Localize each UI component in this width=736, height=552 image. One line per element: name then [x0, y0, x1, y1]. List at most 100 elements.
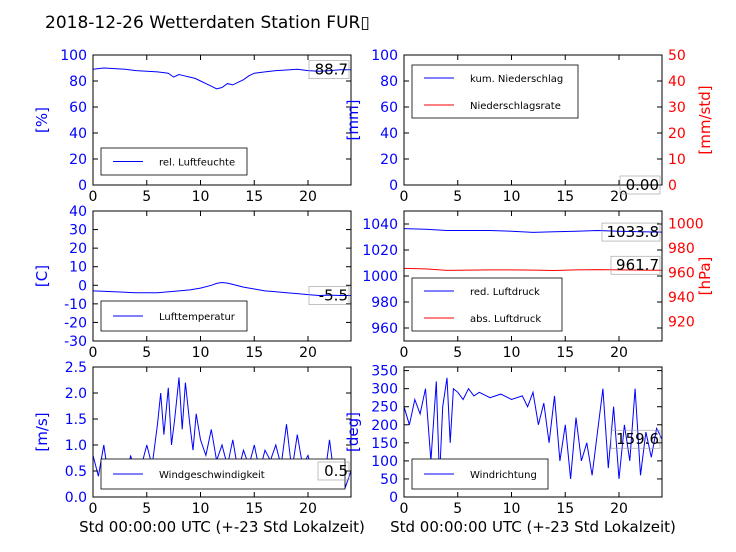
y-tick-label: 960: [371, 321, 398, 337]
x-tick-label: 5: [142, 189, 151, 205]
y-tick-label: 60: [69, 100, 87, 116]
x-tick-label: 15: [556, 501, 574, 517]
x-tick-label: 20: [299, 345, 317, 361]
x-tick-label: 0: [89, 345, 98, 361]
y-tick-label: 100: [60, 48, 87, 64]
x-tick-label: 10: [192, 189, 210, 205]
value-annotation: 88.7: [315, 61, 348, 79]
y-tick-label: 80: [380, 74, 398, 90]
y-tick-label: 20: [69, 152, 87, 168]
panel-humidity: 0 5 10 15 20 0 20 40 60 80 100 [%] rel. Luftfeuchte 8…: [33, 48, 352, 205]
y-tick-label: 980: [371, 295, 398, 311]
y-tick-label: 1.5: [65, 412, 87, 428]
y-right-tick-label: 940: [668, 290, 695, 306]
x-tick-label: 15: [556, 345, 574, 361]
x-tick-label: 15: [245, 189, 263, 205]
x-axis-label: Std 00:00:00 UTC (+-23 Std Lokalzeit): [79, 518, 365, 536]
x-axis-label: Std 00:00:00 UTC (+-23 Std Lokalzeit): [390, 518, 676, 536]
y-tick-label: 30: [69, 223, 87, 239]
y-tick-label: 1.0: [65, 438, 87, 454]
x-tick-label: 20: [610, 345, 628, 361]
series-line-winddirection-0: [404, 377, 662, 479]
x-tick-label: 5: [142, 501, 151, 517]
y-axis-label: [deg]: [344, 412, 362, 452]
y-tick-label: 300: [371, 382, 398, 398]
y-right-tick-label: 920: [668, 314, 695, 330]
y-tick-label: 0: [78, 278, 87, 294]
y-right-tick-label: 40: [668, 74, 686, 90]
x-tick-label: 5: [142, 345, 151, 361]
y-right-tick-label: 980: [668, 241, 695, 257]
x-tick-label: 20: [299, 501, 317, 517]
y-tick-label: 0: [389, 490, 398, 506]
y-axis-label: [C]: [33, 265, 51, 287]
y-tick-label: 60: [380, 100, 398, 116]
y-tick-label: 1000: [362, 269, 398, 285]
value-annotation: 1033.8: [607, 223, 660, 241]
series-line-humidity-0: [93, 67, 351, 90]
y-tick-label: 0: [78, 178, 87, 194]
y-tick-label: 200: [371, 418, 398, 434]
y-right-tick-label: 10: [668, 152, 686, 168]
legend-entry: Windrichtung: [470, 470, 537, 481]
y-right-tick-label: 30: [668, 100, 686, 116]
value-annotation: 961.7: [616, 256, 659, 274]
x-tick-label: 0: [400, 501, 409, 517]
value-annotation-box: [317, 461, 350, 481]
y-right-tick-label: 0: [668, 178, 677, 194]
x-tick-label: 0: [400, 345, 409, 361]
y-right-tick-label: 960: [668, 265, 695, 281]
legend-temperature: Lufttemperatur: [100, 300, 248, 332]
y-tick-label: 80: [69, 74, 87, 90]
panel-windspeed: 0 5 10 15 20 0.0 0.5 1.0 1.5 2.0 2.5 [m/s] Std 00:00…: [33, 360, 365, 536]
legend-pressure: red. Luftdruck abs. Luftdruck: [411, 277, 563, 332]
y-right-axis-label: [mm/std]: [696, 85, 714, 154]
y-right-tick-label: 20: [668, 126, 686, 142]
y-tick-label: 100: [371, 454, 398, 470]
y-tick-label: -10: [64, 297, 87, 313]
legend-humidity: rel. Luftfeuchte: [100, 147, 248, 176]
legend-entry: Niederschlagsrate: [470, 101, 561, 112]
x-tick-label: 0: [89, 501, 98, 517]
y-tick-label: 50: [380, 472, 398, 488]
y-axis-label: [mm]: [344, 100, 362, 141]
x-tick-label: 5: [453, 501, 462, 517]
x-tick-label: 20: [610, 189, 628, 205]
legend-precipitation: kum. Niederschlag Niederschlagsrate: [411, 64, 579, 119]
legend-entry: kum. Niederschlag: [470, 74, 563, 85]
value-annotation-box: [308, 60, 350, 79]
x-tick-label: 15: [556, 189, 574, 205]
value-annotation: 0.5: [324, 462, 348, 480]
legend-box: [411, 277, 563, 332]
value-annotation-box: [619, 175, 661, 195]
y-tick-label: 1020: [362, 243, 398, 259]
value-annotation: 159.6: [616, 430, 659, 448]
x-tick-label: 15: [245, 501, 263, 517]
legend-winddirection: Windrichtung: [411, 458, 549, 490]
x-tick-label: 0: [89, 189, 98, 205]
y-right-axis-label: [hPa]: [696, 257, 714, 296]
axes-frame-precipitation: [403, 54, 663, 186]
y-tick-label: 1040: [362, 217, 398, 233]
y-tick-label: 40: [69, 126, 87, 142]
y-axis-label: [m/s]: [33, 412, 51, 451]
y-right-tick-label: 1000: [668, 216, 704, 232]
y-tick-label: 100: [371, 48, 398, 64]
value-annotation: 0.00: [626, 176, 659, 194]
legend-entry: Windgeschwindigkeit: [159, 470, 265, 481]
series-line-pressure-0: [404, 228, 662, 233]
value-annotation-box: [601, 222, 661, 242]
value-annotation-box: [308, 286, 350, 305]
y-tick-label: 350: [371, 364, 398, 380]
y-tick-label: 20: [69, 241, 87, 257]
axes-frame-temperature: [92, 210, 352, 342]
panel-temperature: 0 5 10 15 20 -30 -20 -10 0 10 20 30 40 [C] Lufttempera…: [33, 204, 352, 361]
x-tick-label: 10: [503, 345, 521, 361]
legend-entry: abs. Luftdruck: [470, 314, 541, 325]
y-tick-label: 250: [371, 400, 398, 416]
y-axis-label: [%]: [33, 107, 51, 133]
panel-pressure: 0 5 10 15 20 960 980 1000 1020 1040 920 940 960 980 10…: [362, 210, 714, 361]
